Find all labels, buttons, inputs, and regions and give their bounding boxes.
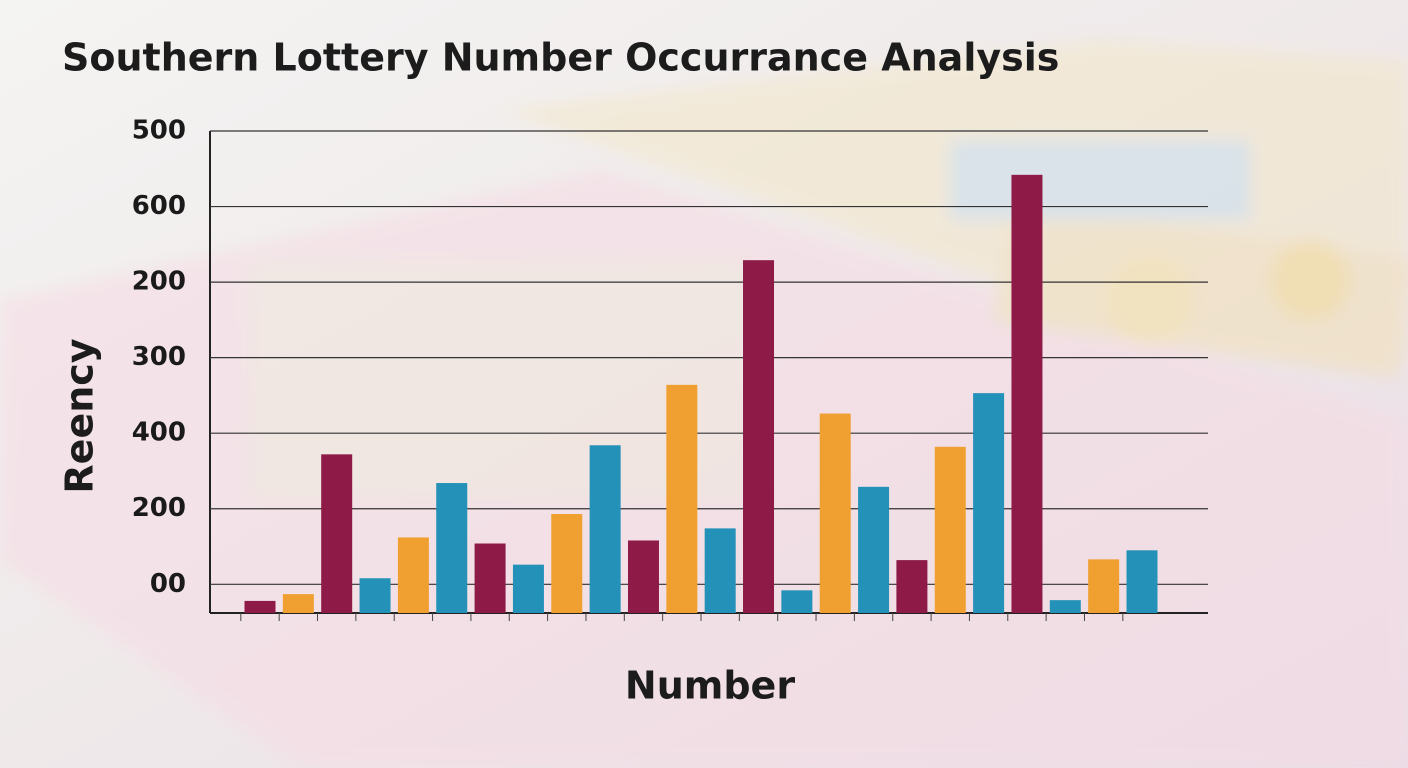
bar — [627, 540, 659, 613]
bar — [973, 393, 1005, 613]
y-tick-label: 500 — [132, 116, 186, 146]
bar — [436, 483, 468, 613]
chart-title: Southern Lottery Number Occurrance Analy… — [62, 36, 1059, 80]
bar — [512, 564, 544, 613]
y-tick-label: 200 — [132, 267, 186, 297]
bar — [589, 445, 621, 613]
bar — [781, 590, 813, 613]
y-tick-label: 600 — [132, 191, 186, 221]
x-axis-label: Number — [625, 664, 795, 708]
bar — [858, 486, 890, 613]
bar — [934, 446, 966, 613]
bar — [359, 578, 391, 613]
background-tickets — [0, 40, 1408, 768]
bar — [1088, 559, 1120, 613]
y-tick-label: 300 — [132, 342, 186, 372]
bar — [551, 514, 583, 613]
y-tick-label: 00 — [150, 569, 186, 599]
bar — [1049, 600, 1081, 613]
bar — [896, 560, 928, 613]
bar — [397, 537, 429, 613]
y-axis-label: Reency — [58, 338, 102, 493]
bar — [282, 594, 314, 613]
bar — [666, 384, 698, 613]
bar — [321, 454, 353, 613]
bar — [1126, 550, 1158, 613]
bar — [244, 600, 276, 613]
bar — [819, 413, 851, 613]
bar — [704, 528, 736, 613]
y-tick-label: 200 — [132, 493, 186, 523]
y-tick-label: 400 — [132, 418, 186, 448]
bar — [1011, 174, 1043, 613]
bar — [743, 260, 775, 613]
bar — [474, 543, 506, 613]
